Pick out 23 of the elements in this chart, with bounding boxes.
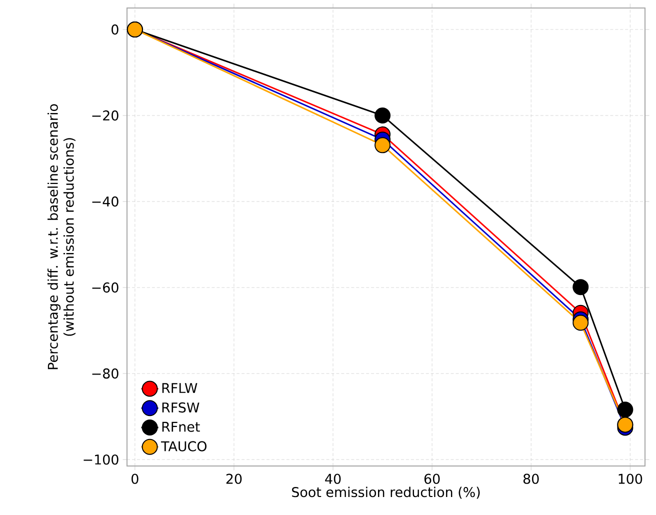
legend-label: RFnet: [162, 422, 200, 432]
x-axis-title: Soot emission reduction (%): [292, 486, 480, 499]
legend-label: RFSW: [162, 402, 200, 413]
y-tick-label: −20: [92, 110, 118, 121]
y-tick-label: −40: [92, 196, 118, 207]
x-tick-label: 40: [325, 474, 341, 484]
point: [374, 137, 391, 154]
legend-label: RFLW: [162, 383, 198, 393]
point: [617, 402, 634, 418]
point: [572, 314, 589, 331]
point: [374, 107, 391, 124]
y-axis-title: Percentage diff. w.r.t. baseline scenario (without emission reductions): [48, 104, 76, 370]
y-tick-label: 0: [112, 24, 118, 35]
y-tick-label: −80: [92, 368, 118, 379]
x-tick-label: 20: [226, 474, 242, 484]
x-tick-label: 80: [523, 474, 539, 484]
legend-label: TAUCO: [161, 441, 206, 452]
x-tick-label: 60: [424, 474, 440, 484]
y-tick-label: −60: [92, 282, 118, 293]
x-tick-label: 100: [618, 474, 642, 484]
point: [572, 279, 589, 296]
y-tick-label: −100: [84, 454, 118, 465]
x-tick-label: 0: [132, 474, 138, 484]
